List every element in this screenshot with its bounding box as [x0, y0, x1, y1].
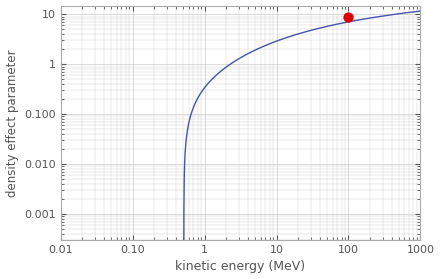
- Y-axis label: density effect parameter: density effect parameter: [6, 49, 18, 197]
- Point: [345, 15, 352, 19]
- X-axis label: kinetic energy (MeV): kinetic energy (MeV): [176, 260, 306, 273]
